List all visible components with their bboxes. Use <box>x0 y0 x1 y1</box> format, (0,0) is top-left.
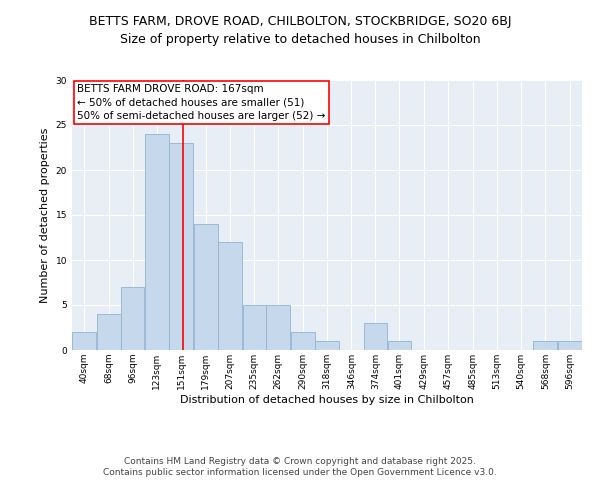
Bar <box>533 341 557 350</box>
Text: Size of property relative to detached houses in Chilbolton: Size of property relative to detached ho… <box>119 32 481 46</box>
Text: BETTS FARM, DROVE ROAD, CHILBOLTON, STOCKBRIDGE, SO20 6BJ: BETTS FARM, DROVE ROAD, CHILBOLTON, STOC… <box>89 15 511 28</box>
Bar <box>145 134 169 350</box>
Bar <box>169 143 193 350</box>
Bar <box>242 305 266 350</box>
Bar <box>266 305 290 350</box>
Text: Contains HM Land Registry data © Crown copyright and database right 2025.
Contai: Contains HM Land Registry data © Crown c… <box>103 458 497 477</box>
Bar <box>315 341 339 350</box>
Bar <box>290 332 314 350</box>
Bar <box>97 314 121 350</box>
Bar <box>364 323 387 350</box>
Bar <box>218 242 242 350</box>
X-axis label: Distribution of detached houses by size in Chilbolton: Distribution of detached houses by size … <box>180 394 474 404</box>
Bar <box>388 341 412 350</box>
Text: BETTS FARM DROVE ROAD: 167sqm
← 50% of detached houses are smaller (51)
50% of s: BETTS FARM DROVE ROAD: 167sqm ← 50% of d… <box>77 84 326 121</box>
Bar <box>121 287 144 350</box>
Bar <box>72 332 96 350</box>
Bar <box>558 341 582 350</box>
Y-axis label: Number of detached properties: Number of detached properties <box>40 128 50 302</box>
Bar <box>194 224 218 350</box>
